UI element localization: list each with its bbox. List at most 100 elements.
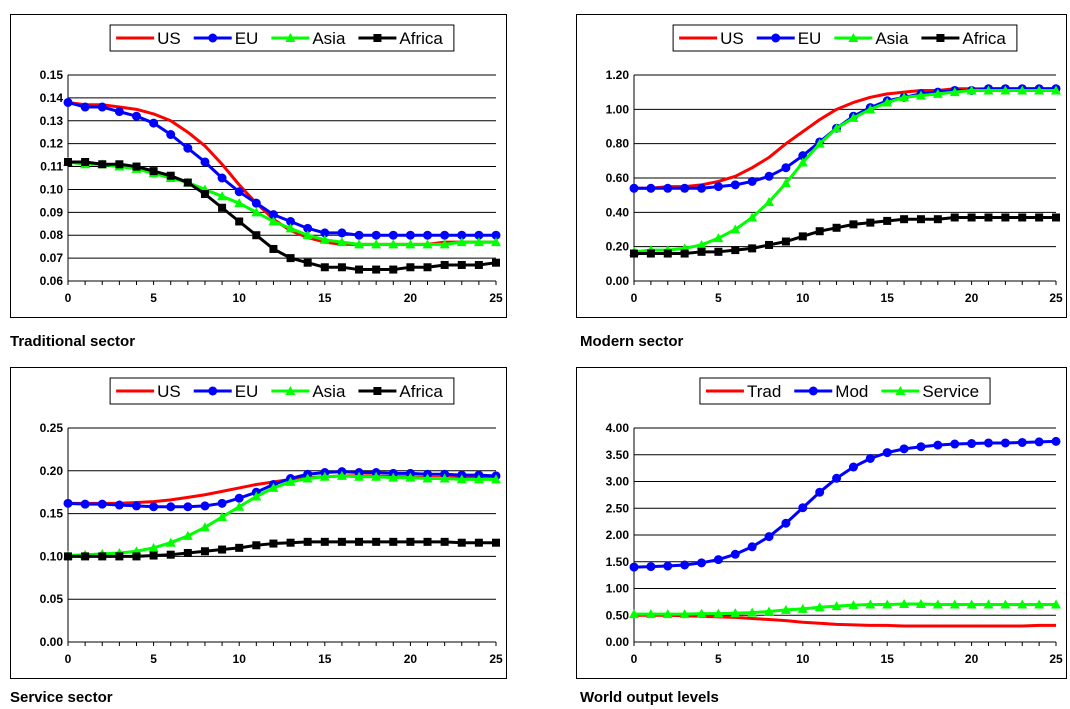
point-africa-23: [457, 260, 466, 269]
point-asia-17: [354, 471, 365, 481]
point-asia-15: [319, 234, 330, 244]
y-tick-label-1: 0.05: [40, 592, 64, 606]
point-africa-8: [200, 547, 209, 556]
point-asia-11: [251, 491, 262, 501]
point-africa-10: [235, 543, 244, 552]
point-asia-25: [491, 474, 501, 484]
y-tick-label-4: 0.20: [40, 464, 64, 478]
point-africa-15: [883, 216, 892, 225]
point-asia-8: [199, 522, 210, 532]
point-mod-12: [832, 473, 842, 483]
chart-modern: 0.00 0.20 0.40 0.60 0.80 1.00 1.20 0 5 10 15 20 25 US…: [606, 24, 1063, 305]
y-tick-label-0: 0.00: [606, 274, 630, 288]
x-tick-label-0: 0: [65, 652, 72, 666]
legend-label-asia: Asia: [312, 29, 346, 48]
chart-world: 0.00 0.50 1.00 1.50 2.00 2.50 3.00 3.50 4.00 0 5 10…: [606, 377, 1063, 666]
series-line-africa: [68, 160, 497, 272]
x-tick-label-2: 10: [233, 291, 247, 305]
y-tick-label-3: 0.09: [40, 205, 64, 219]
point-africa-3: [680, 249, 689, 258]
point-service-4: [696, 608, 707, 618]
point-eu-3: [680, 183, 690, 193]
point-eu-8: [200, 157, 210, 167]
point-asia-10: [234, 198, 245, 208]
y-tick-label-7: 0.13: [40, 114, 64, 128]
point-africa-9: [781, 237, 790, 246]
x-tick-label-0: 0: [631, 652, 638, 666]
chart-panel-service: 0.00 0.05 0.10 0.15 0.20 0.25 0 5 10 15 20 25 US EU As…: [10, 367, 507, 679]
x-tick-label-3: 15: [881, 652, 895, 666]
point-service-19: [949, 599, 960, 609]
point-africa-3: [115, 552, 124, 561]
point-africa-21: [984, 213, 993, 222]
y-tick-label-0: 0.06: [40, 274, 64, 288]
point-africa-17: [355, 265, 364, 274]
point-service-8: [764, 606, 775, 616]
point-asia-25: [491, 237, 501, 247]
point-service-0: [629, 609, 639, 619]
point-africa-14: [866, 218, 875, 227]
point-africa-12: [832, 223, 841, 232]
point-mod-18: [933, 440, 943, 450]
x-tick-label-4: 20: [965, 652, 979, 666]
point-asia-18: [932, 88, 943, 98]
point-africa-0: [630, 249, 638, 258]
point-mod-19: [950, 439, 960, 449]
point-africa-19: [389, 265, 398, 274]
point-africa-2: [98, 160, 107, 169]
point-africa-15: [320, 537, 329, 546]
y-tick-label-9: 0.15: [40, 68, 64, 82]
point-eu-2: [663, 183, 673, 193]
point-africa-24: [1035, 213, 1044, 222]
point-mod-7: [747, 542, 757, 552]
point-africa-4: [132, 552, 141, 561]
point-eu-7: [747, 176, 757, 186]
y-tick-label-5: 0.25: [40, 421, 64, 435]
x-tick-label-5: 25: [1049, 291, 1063, 305]
point-africa-10: [235, 217, 244, 226]
series-line-asia: [633, 88, 1056, 254]
point-asia-14: [865, 104, 876, 114]
x-tick-label-2: 10: [233, 652, 247, 666]
point-asia-9: [780, 178, 791, 188]
point-mod-8: [764, 532, 774, 542]
point-eu-16: [337, 228, 347, 238]
point-asia-9: [217, 191, 228, 201]
legend-marker-service: [895, 386, 906, 395]
y-tick-label-2: 0.40: [606, 205, 630, 219]
point-africa-19: [389, 537, 398, 546]
x-tick-label-0: 0: [65, 291, 72, 305]
point-africa-18: [372, 265, 381, 274]
point-service-13: [848, 600, 859, 610]
legend-label-asia: Asia: [312, 382, 346, 401]
point-africa-20: [406, 537, 415, 546]
point-eu-0: [629, 183, 639, 193]
y-tick-label-5: 1.00: [606, 102, 630, 116]
point-asia-18: [371, 239, 382, 249]
y-tick-label-5: 2.50: [606, 501, 630, 515]
point-africa-7: [748, 244, 757, 253]
point-service-25: [1051, 599, 1061, 609]
point-eu-1: [80, 499, 90, 509]
x-tick-label-5: 25: [489, 291, 503, 305]
legend: Trad Mod Service: [699, 377, 991, 405]
point-asia-18: [371, 471, 382, 481]
point-asia-19: [388, 239, 399, 249]
point-africa-25: [492, 258, 500, 267]
y-tick-label-6: 1.20: [606, 68, 630, 82]
legend-marker-eu: [771, 33, 781, 43]
legend-label-trad: Trad: [747, 382, 781, 401]
point-eu-7: [183, 502, 193, 512]
legend: US EU Asia Africa: [672, 24, 1018, 52]
point-africa-0: [64, 157, 72, 166]
series-line-eu: [634, 87, 1056, 190]
legend-label-eu: EU: [235, 29, 259, 48]
point-service-12: [831, 601, 842, 611]
series-line-mod: [633, 439, 1057, 569]
point-eu-4: [131, 111, 141, 121]
point-africa-17: [916, 215, 925, 224]
y-tick-label-4: 2.00: [606, 528, 630, 542]
point-mod-17: [916, 442, 926, 452]
y-tick-label-8: 0.14: [40, 91, 64, 105]
legend-marker-africa: [373, 387, 382, 395]
